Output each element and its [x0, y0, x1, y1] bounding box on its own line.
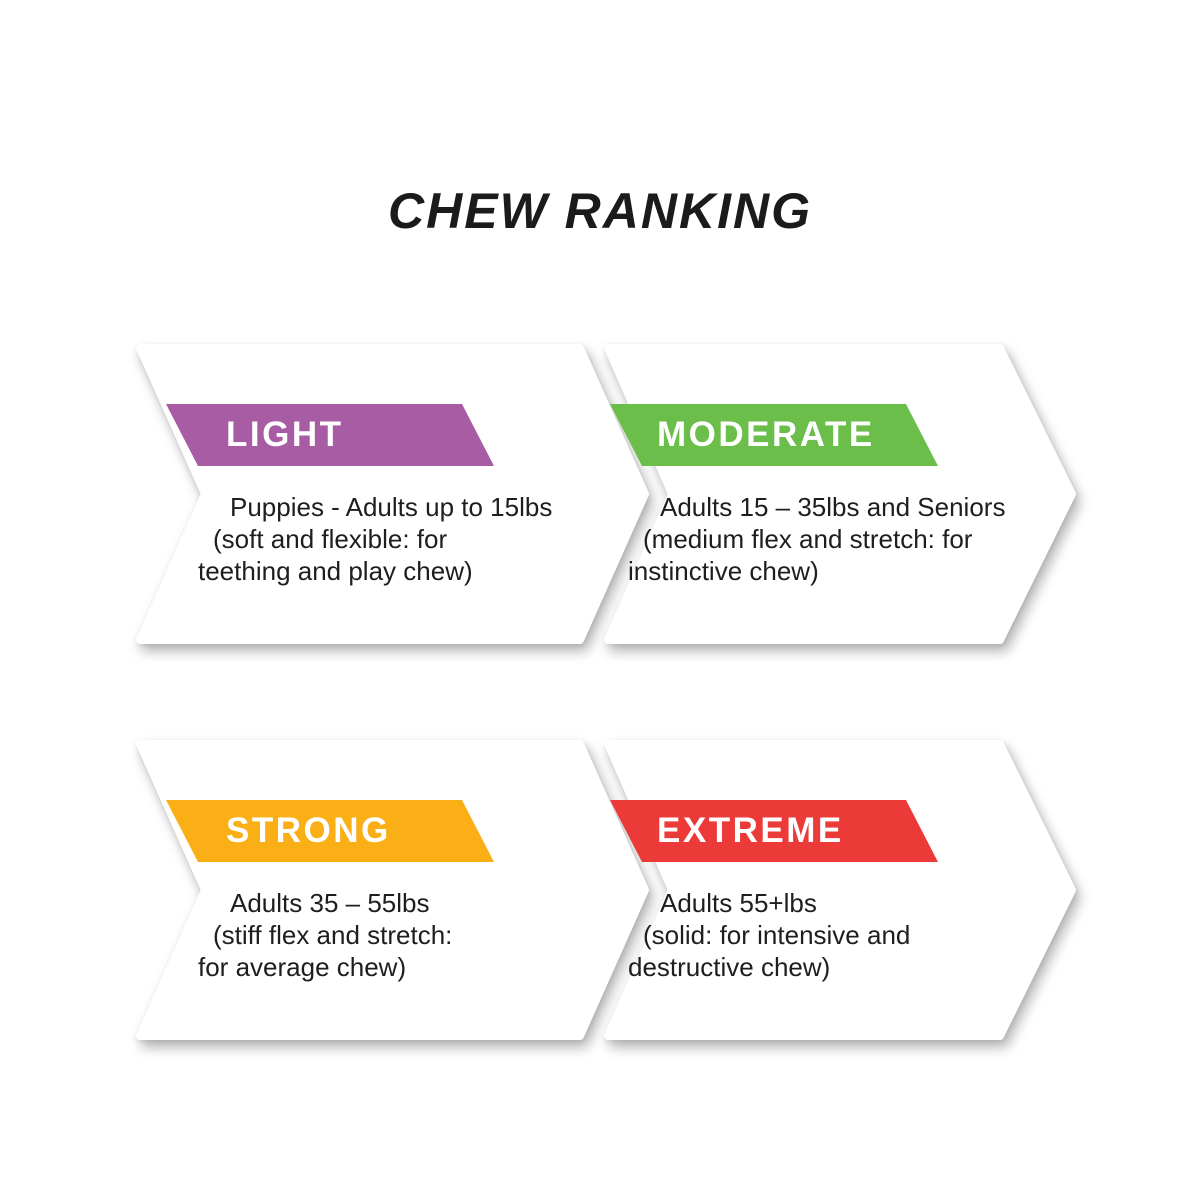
description-moderate: Adults 15 – 35lbs and Seniors (medium fl… — [628, 491, 1005, 587]
description-line: Adults 35 – 55lbs — [230, 888, 430, 918]
chevron-shape-moderate — [604, 344, 1076, 644]
description-line: for average chew) — [198, 952, 407, 982]
quadrant-light: LIGHT Puppies - Adults up to 15lbs (soft… — [136, 344, 660, 644]
chevron-shape-strong — [136, 740, 649, 1040]
description-line: Puppies - Adults up to 15lbs — [230, 492, 553, 522]
description-line: Adults 15 – 35lbs and Seniors — [660, 492, 1006, 522]
banner-moderate — [610, 404, 938, 466]
banner-strong — [166, 800, 494, 862]
description-line: destructive chew) — [628, 952, 831, 982]
quadrant-moderate: MODERATE Adults 15 – 35lbs and Seniors (… — [600, 344, 1120, 644]
banner-extreme — [610, 800, 938, 862]
chevron-shape-extreme — [604, 740, 1076, 1040]
banner-label-moderate: MODERATE — [657, 415, 875, 454]
description-strong: Adults 35 – 55lbs (stiff flex and stretc… — [198, 887, 452, 983]
description-line: (stiff flex and stretch: — [213, 920, 453, 950]
banner-label-extreme: EXTREME — [657, 811, 844, 850]
banner-label-light: LIGHT — [226, 415, 344, 454]
quadrant-strong: STRONG Adults 35 – 55lbs (stiff flex and… — [136, 740, 660, 1040]
description-light: Puppies - Adults up to 15lbs (soft and f… — [198, 491, 552, 587]
chevron-shape-light — [136, 344, 649, 644]
description-line: Adults 55+lbs — [660, 888, 817, 918]
description-line: (medium flex and stretch: for — [643, 524, 973, 554]
description-line: (solid: for intensive and — [643, 920, 911, 950]
description-line: instinctive chew) — [628, 556, 819, 586]
description-extreme: Adults 55+lbs (solid: for intensive and … — [628, 887, 910, 983]
banner-light — [166, 404, 494, 466]
description-line: teething and play chew) — [198, 556, 473, 586]
quadrant-extreme: EXTREME Adults 55+lbs (solid: for intens… — [600, 740, 1120, 1040]
description-line: (soft and flexible: for — [213, 524, 448, 554]
page-title: CHEW RANKING — [388, 183, 812, 239]
banner-label-strong: STRONG — [226, 811, 391, 850]
